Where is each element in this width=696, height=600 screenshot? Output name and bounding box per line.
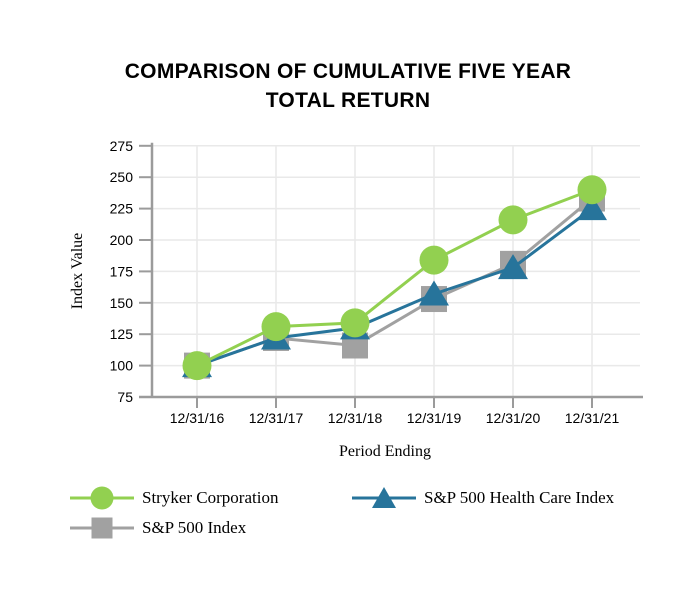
x-tick-label: 12/31/18 (328, 410, 383, 426)
y-tick-label: 225 (110, 201, 134, 217)
triangle-marker-icon (352, 486, 416, 508)
x-tick-label: 12/31/20 (486, 410, 541, 426)
legend-square-marker (91, 517, 113, 538)
y-tick-label: 175 (110, 263, 134, 279)
data-series (182, 175, 607, 381)
circle-marker-icon (70, 486, 134, 509)
data-point-s-p-500-health-care-index (419, 280, 449, 306)
x-axis-title: Period Ending (339, 443, 431, 460)
series-stryker-corporation (182, 175, 607, 381)
legend-item-s-p-500-health-care-index: S&P 500 Health Care Index (352, 483, 614, 512)
x-tick-label: 12/31/19 (407, 410, 462, 426)
gridlines (152, 145, 640, 398)
legend-label: S&P 500 Health Care Index (424, 487, 615, 507)
chart-title-line-2: TOTAL RETURN (265, 89, 431, 112)
chart-legend: Stryker Corporation S&P 500 Health Care I… (70, 483, 614, 542)
data-point-stryker-corporation (340, 308, 370, 338)
legend-item-s-p-500-index: S&P 500 Index (70, 513, 352, 542)
square-marker-icon (70, 517, 134, 538)
legend-label: Stryker Corporation (142, 487, 279, 507)
data-point-stryker-corporation (577, 175, 607, 205)
x-tick-label: 12/31/21 (565, 410, 620, 426)
chart-title: COMPARISON OF CUMULATIVE FIVE YEAR TOTAL… (0, 57, 696, 115)
chart-title-line-1: COMPARISON OF CUMULATIVE FIVE YEAR (124, 60, 572, 83)
legend-item-stryker-corporation: Stryker Corporation (70, 483, 352, 512)
performance-line-chart: 75 100 125 150 175 200 225 250 275 12/31/16 12/31/… (69, 138, 643, 460)
series-line-s-p-500-health-care-index (196, 207, 593, 368)
x-tick-label: 12/31/16 (170, 410, 225, 426)
y-tick-label: 150 (110, 295, 134, 311)
series-s-p-500-health-care-index (182, 195, 607, 378)
data-point-s-p-500-health-care-index (498, 254, 528, 280)
data-point-stryker-corporation (498, 205, 528, 235)
data-point-stryker-corporation (182, 351, 212, 381)
data-point-s-p-500-health-care-index (577, 195, 607, 221)
y-tick-label: 250 (110, 169, 134, 185)
x-tick-label: 12/31/17 (249, 410, 304, 426)
data-point-stryker-corporation (261, 312, 291, 342)
legend-label: S&P 500 Index (142, 517, 247, 537)
legend-triangle-marker (372, 486, 396, 508)
legend-circle-marker (90, 486, 114, 509)
series-line-s-p-500-index (196, 197, 593, 368)
axes (139, 142, 643, 408)
y-tick-label: 125 (110, 326, 134, 342)
y-tick-label: 100 (110, 358, 134, 374)
axis-tick-labels: 75 100 125 150 175 200 225 250 275 12/31/16 12/31/… (110, 138, 620, 426)
y-tick-label: 275 (110, 138, 134, 154)
y-axis-title: Index Value (69, 233, 86, 310)
series-line-stryker-corporation (196, 188, 593, 367)
y-tick-label: 200 (110, 232, 134, 248)
y-tick-label: 75 (117, 389, 133, 405)
data-point-stryker-corporation (419, 245, 449, 275)
